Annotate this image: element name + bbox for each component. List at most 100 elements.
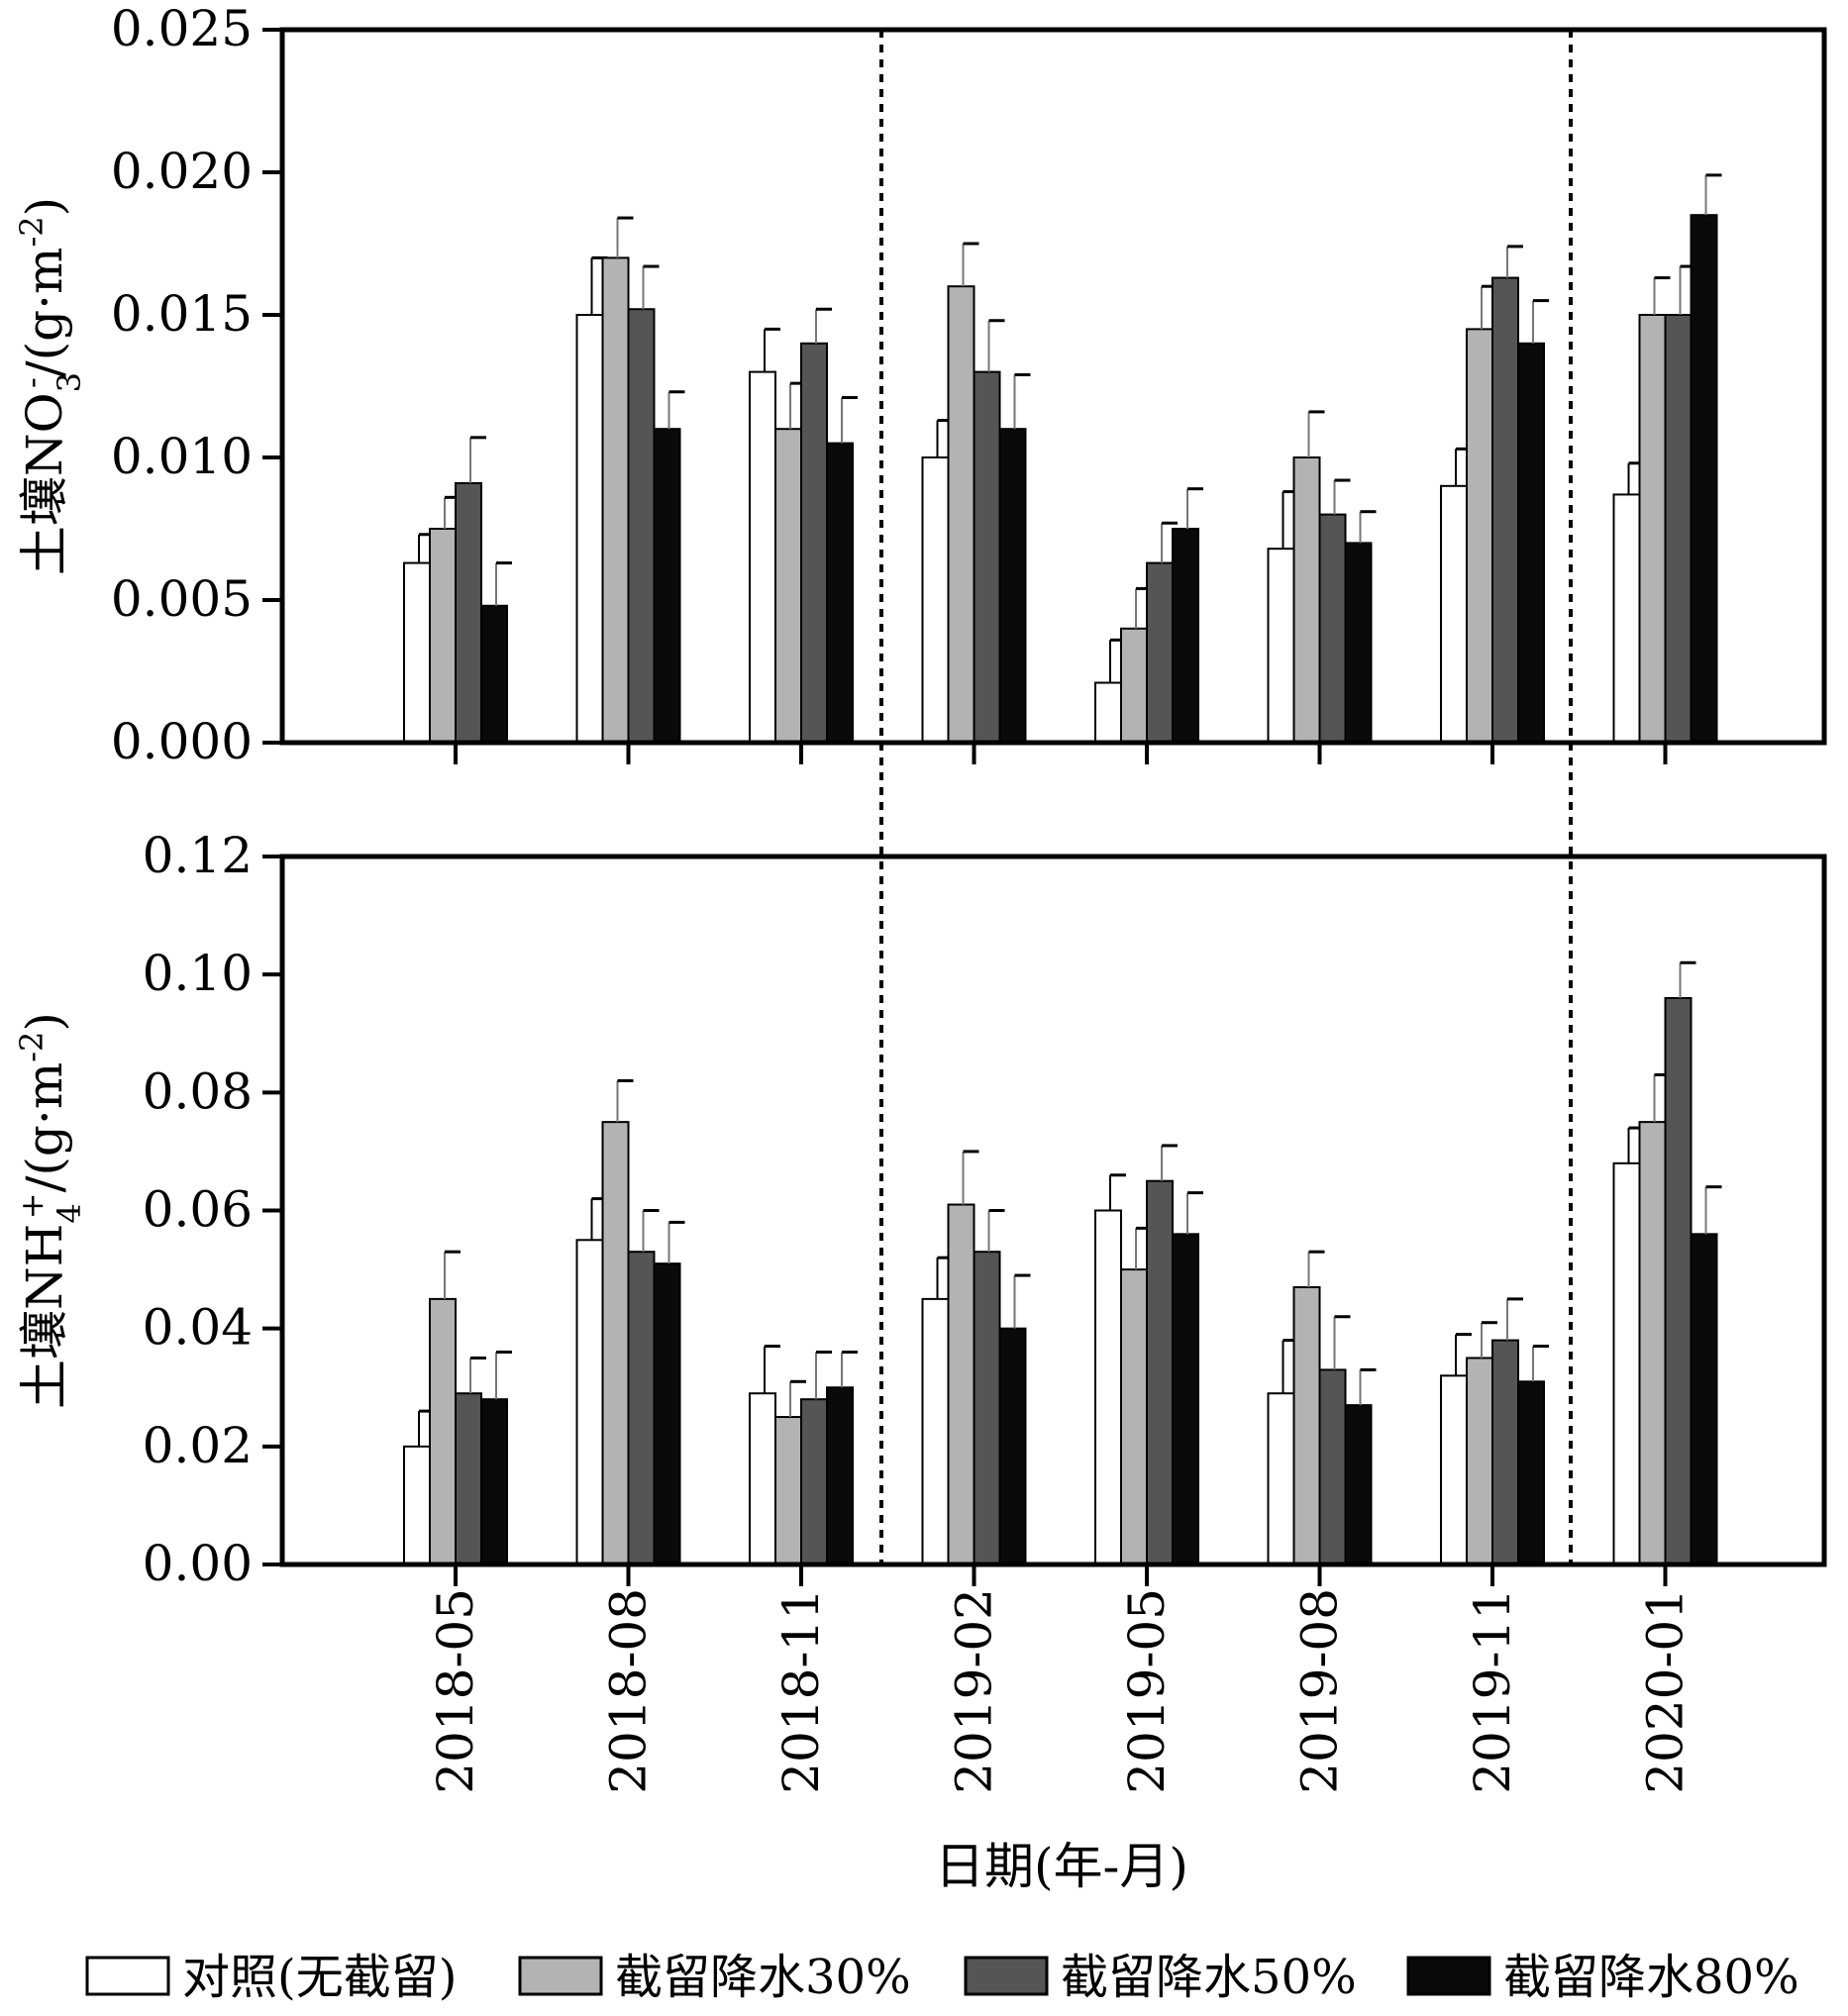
bar-ammonium-2018-08-series4 bbox=[653, 1262, 681, 1565]
bar-nitrate-2019-11-series4 bbox=[1517, 342, 1545, 744]
bar-nitrate-2019-05-series2 bbox=[1120, 627, 1148, 744]
bar-ammonium-2018-08-series1 bbox=[575, 1239, 604, 1565]
x-axis-label: 日期(年-月) bbox=[935, 1838, 1188, 1895]
x-category-label-2018-05: 2018-05 bbox=[427, 1588, 484, 1794]
bar-ammonium-2019-11-series1 bbox=[1440, 1374, 1468, 1566]
bar-ammonium-2019-08-series2 bbox=[1292, 1285, 1321, 1566]
bar-ammonium-2020-01-series4 bbox=[1690, 1233, 1718, 1566]
bar-nitrate-2018-08-series1 bbox=[575, 314, 604, 744]
legend-label-3: 截留降水50% bbox=[1061, 1950, 1357, 2005]
bar-nitrate-2019-08-series3 bbox=[1318, 513, 1347, 744]
legend-item-2: 截留降水30% bbox=[518, 1950, 911, 2005]
bar-ammonium-2018-08-series3 bbox=[627, 1251, 656, 1566]
bar-ammonium-2018-11-series3 bbox=[800, 1398, 828, 1565]
bar-nitrate-2019-05-series1 bbox=[1094, 681, 1122, 745]
x-category-label-2018-11: 2018-11 bbox=[772, 1588, 830, 1794]
panel-ammonium: 0.00 0.02 0.04 0.06 0.08 0.10 0.12 土壤NH4+/(g·m-… bbox=[13, 827, 1827, 1592]
bar-ammonium-2019-02-series1 bbox=[921, 1297, 950, 1565]
y-tick-label-ammonium-4: 0.08 bbox=[143, 1062, 253, 1120]
legend-label-1: 对照(无截留) bbox=[182, 1950, 457, 2005]
legend-swatch-2 bbox=[518, 1956, 603, 1996]
bar-nitrate-2018-05-series4 bbox=[480, 604, 508, 745]
bar-ammonium-2018-11-series4 bbox=[826, 1386, 854, 1565]
y-tick-label-ammonium-3: 0.06 bbox=[143, 1181, 253, 1239]
bar-ammonium-2019-08-series3 bbox=[1318, 1368, 1347, 1565]
y-tick-label-ammonium-1: 0.02 bbox=[143, 1417, 253, 1474]
bar-nitrate-2019-02-series1 bbox=[921, 456, 950, 744]
bar-nitrate-2020-01-series4 bbox=[1690, 214, 1718, 744]
bar-nitrate-2018-08-series3 bbox=[627, 308, 656, 744]
legend-item-3: 截留降水50% bbox=[964, 1950, 1357, 2005]
bar-nitrate-2019-11-series2 bbox=[1466, 328, 1493, 744]
bar-nitrate-2019-08-series1 bbox=[1267, 548, 1295, 744]
panel-nitrate: 0.000 0.005 0.010 0.015 0.020 0.025 土壤NO3-/(g·… bbox=[13, 0, 1827, 770]
bar-nitrate-2019-02-series3 bbox=[973, 370, 1001, 744]
bar-ammonium-2018-11-series2 bbox=[774, 1416, 802, 1565]
bar-nitrate-2019-05-series4 bbox=[1172, 528, 1199, 744]
bar-nitrate-2018-11-series1 bbox=[749, 370, 776, 744]
bar-nitrate-2020-01-series3 bbox=[1664, 314, 1693, 744]
bar-ammonium-2019-05-series2 bbox=[1120, 1268, 1148, 1566]
bar-nitrate-2020-01-series1 bbox=[1612, 493, 1641, 744]
bar-ammonium-2018-05-series1 bbox=[403, 1445, 431, 1566]
bar-ammonium-2019-05-series3 bbox=[1146, 1179, 1174, 1566]
x-category-label-2019-11: 2019-11 bbox=[1464, 1588, 1521, 1794]
bar-nitrate-2018-08-series4 bbox=[653, 428, 681, 744]
bar-nitrate-2019-11-series1 bbox=[1440, 484, 1468, 744]
y-tick-label-ammonium-6: 0.12 bbox=[143, 827, 253, 884]
bar-nitrate-2018-05-series2 bbox=[429, 528, 457, 744]
bar-ammonium-2019-11-series2 bbox=[1466, 1357, 1493, 1566]
bar-nitrate-2019-05-series3 bbox=[1146, 561, 1174, 744]
x-category-label-2019-02: 2019-02 bbox=[946, 1588, 1003, 1794]
bar-nitrate-2020-01-series2 bbox=[1638, 314, 1667, 744]
y-tick-label-nitrate-5: 0.025 bbox=[111, 0, 253, 57]
legend-label-4: 截留降水80% bbox=[1503, 1950, 1799, 2005]
bar-ammonium-2019-08-series4 bbox=[1344, 1404, 1373, 1565]
bar-nitrate-2019-08-series2 bbox=[1292, 456, 1321, 744]
x-category-label-2019-08: 2019-08 bbox=[1291, 1588, 1349, 1794]
bar-nitrate-2018-05-series3 bbox=[455, 481, 482, 744]
bar-ammonium-2019-05-series4 bbox=[1172, 1233, 1199, 1566]
bar-nitrate-2019-02-series4 bbox=[998, 428, 1027, 744]
bar-nitrate-2019-02-series2 bbox=[947, 285, 975, 744]
y-axis-label-nitrate: 土壤NO3-/(g·m-2) bbox=[13, 197, 88, 575]
bar-ammonium-2019-05-series1 bbox=[1094, 1209, 1122, 1565]
y-tick-label-nitrate-0: 0.000 bbox=[111, 713, 253, 770]
bar-ammonium-2018-05-series2 bbox=[429, 1297, 457, 1565]
y-tick-label-nitrate-3: 0.015 bbox=[111, 285, 253, 343]
bar-ammonium-2020-01-series3 bbox=[1664, 997, 1693, 1565]
y-axis-label-ammonium: 土壤NH4+/(g·m-2) bbox=[13, 1012, 88, 1409]
bar-ammonium-2019-11-series3 bbox=[1491, 1339, 1519, 1566]
bar-nitrate-2018-08-series2 bbox=[601, 256, 630, 744]
legend-swatch-4 bbox=[1406, 1956, 1491, 1996]
bar-ammonium-2020-01-series2 bbox=[1638, 1121, 1667, 1565]
y-tick-label-nitrate-1: 0.005 bbox=[111, 570, 253, 628]
bar-ammonium-2019-08-series1 bbox=[1267, 1392, 1295, 1566]
legend-label-2: 截留降水30% bbox=[615, 1950, 911, 2005]
bar-nitrate-2019-08-series4 bbox=[1344, 542, 1373, 745]
bar-ammonium-2020-01-series1 bbox=[1612, 1161, 1641, 1566]
x-category-label-2020-01: 2020-01 bbox=[1637, 1588, 1694, 1794]
bar-ammonium-2019-11-series4 bbox=[1517, 1380, 1545, 1565]
legend-swatch-1 bbox=[85, 1956, 170, 1996]
bar-nitrate-2018-11-series4 bbox=[826, 442, 854, 744]
x-category-label-2019-05: 2019-05 bbox=[1118, 1588, 1176, 1794]
bar-ammonium-2018-11-series1 bbox=[749, 1392, 776, 1566]
y-tick-label-ammonium-0: 0.00 bbox=[143, 1535, 253, 1592]
bar-nitrate-2018-05-series1 bbox=[403, 561, 431, 744]
bar-ammonium-2019-02-series4 bbox=[998, 1327, 1027, 1565]
bar-ammonium-2019-02-series2 bbox=[947, 1203, 975, 1565]
y-tick-label-ammonium-5: 0.10 bbox=[143, 945, 253, 1002]
y-tick-label-nitrate-2: 0.010 bbox=[111, 428, 253, 485]
plot-frame-nitrate bbox=[279, 27, 1827, 746]
bar-ammonium-2018-05-series4 bbox=[480, 1398, 508, 1565]
legend-item-4: 截留降水80% bbox=[1406, 1950, 1799, 2005]
bar-nitrate-2018-11-series2 bbox=[774, 428, 802, 744]
plot-frame-ammonium bbox=[279, 854, 1827, 1567]
x-category-label-2018-08: 2018-08 bbox=[600, 1588, 658, 1794]
bar-ammonium-2018-08-series2 bbox=[601, 1121, 630, 1565]
bar-ammonium-2018-05-series3 bbox=[455, 1392, 482, 1566]
y-tick-label-ammonium-2: 0.04 bbox=[143, 1299, 253, 1357]
